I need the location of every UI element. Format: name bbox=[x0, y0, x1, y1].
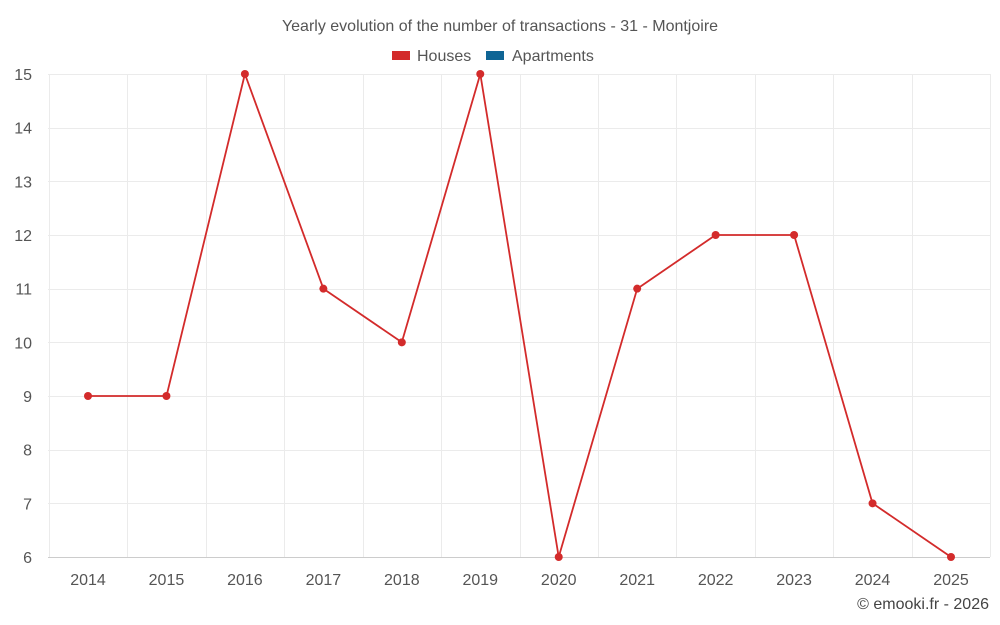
data-point-houses[interactable] bbox=[476, 70, 485, 78]
x-tick-label: 2019 bbox=[462, 572, 498, 589]
credit-text: © emooki.fr - 2026 bbox=[857, 596, 989, 613]
series-lines bbox=[88, 73, 952, 558]
legend-item-houses[interactable]: Houses bbox=[392, 48, 471, 65]
data-point-houses[interactable] bbox=[711, 231, 720, 239]
legend: Houses Apartments bbox=[392, 48, 594, 65]
x-tick-label: 2023 bbox=[776, 572, 812, 589]
legend-label-apartments: Apartments bbox=[512, 48, 594, 65]
x-tick-label: 2021 bbox=[619, 572, 655, 589]
x-tick-label: 2025 bbox=[933, 572, 969, 589]
y-tick-label: 9 bbox=[23, 389, 32, 406]
data-point-houses[interactable] bbox=[633, 284, 642, 293]
x-axis-ticks: 2014 2015 2016 2017 2018 2019 2020 2021 2022 2023… bbox=[70, 572, 969, 589]
y-axis-ticks: 6 7 8 9 10 11 12 13 14 15 bbox=[14, 67, 32, 567]
legend-item-apartments[interactable]: Apartments bbox=[486, 48, 594, 65]
x-tick-label: 2016 bbox=[227, 572, 263, 589]
y-tick-label: 6 bbox=[23, 550, 32, 567]
y-tick-label: 8 bbox=[23, 443, 32, 460]
series-line-houses bbox=[88, 73, 952, 558]
x-tick-label: 2022 bbox=[698, 572, 734, 589]
y-tick-label: 14 bbox=[14, 121, 32, 138]
y-tick-label: 15 bbox=[14, 67, 32, 84]
y-tick-label: 11 bbox=[15, 282, 32, 299]
x-tick-label: 2020 bbox=[541, 572, 577, 589]
data-point-houses[interactable] bbox=[319, 284, 328, 293]
x-tick-label: 2024 bbox=[855, 572, 891, 589]
data-point-houses[interactable] bbox=[868, 499, 877, 508]
data-point-houses[interactable] bbox=[84, 392, 92, 400]
grid-horizontal-lines bbox=[48, 74, 990, 504]
x-tick-label: 2017 bbox=[306, 572, 342, 589]
legend-label-houses: Houses bbox=[417, 48, 471, 65]
y-tick-label: 12 bbox=[14, 228, 32, 245]
x-tick-label: 2014 bbox=[70, 572, 106, 589]
data-point-houses[interactable] bbox=[554, 553, 563, 561]
data-point-houses[interactable] bbox=[947, 553, 955, 561]
legend-swatch-houses bbox=[392, 51, 410, 60]
series-points bbox=[84, 70, 955, 561]
data-point-houses[interactable] bbox=[240, 70, 249, 78]
y-tick-label: 10 bbox=[14, 335, 32, 352]
data-point-houses[interactable] bbox=[397, 338, 406, 347]
legend-swatch-apartments bbox=[486, 51, 504, 60]
chart-title: Yearly evolution of the number of transa… bbox=[282, 18, 718, 35]
data-point-houses[interactable] bbox=[162, 392, 171, 400]
y-tick-label: 7 bbox=[23, 496, 32, 513]
x-tick-label: 2018 bbox=[384, 572, 420, 589]
data-point-houses[interactable] bbox=[790, 231, 799, 239]
y-tick-label: 13 bbox=[14, 174, 32, 191]
x-tick-label: 2015 bbox=[149, 572, 185, 589]
